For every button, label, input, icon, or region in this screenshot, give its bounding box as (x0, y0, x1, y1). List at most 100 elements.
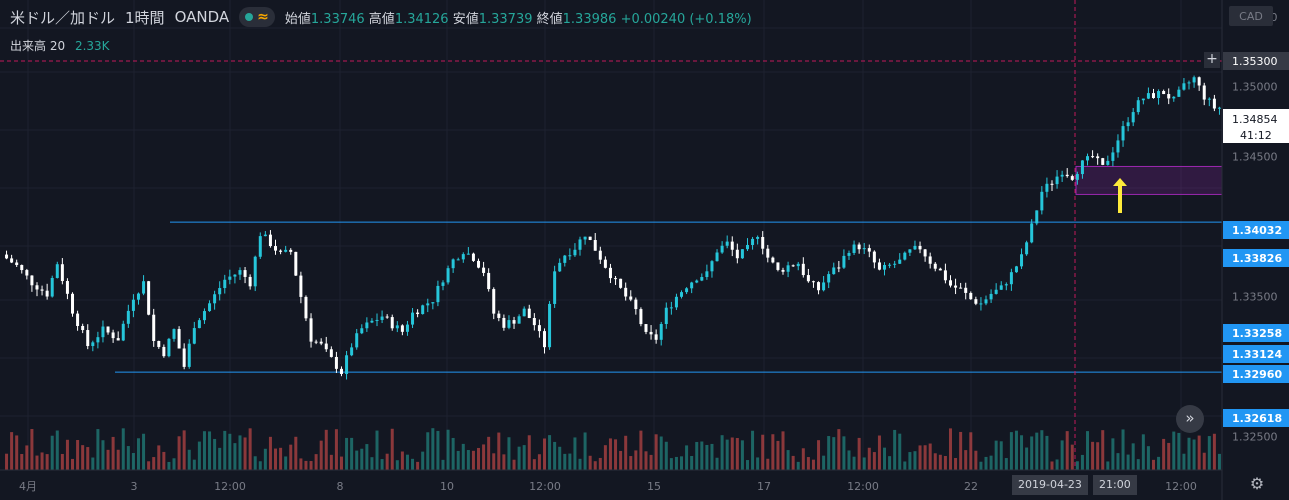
interval-label[interactable]: 1時間 (125, 8, 165, 27)
candle-body (91, 342, 95, 347)
price-marker-box (1223, 249, 1289, 267)
candle-body (624, 287, 628, 297)
candle-body (700, 277, 704, 281)
candle-body (223, 279, 227, 289)
price-tick-label: 1.34500 (1232, 151, 1278, 164)
candle-body (71, 293, 75, 314)
price-tick-label: 1.33500 (1232, 291, 1278, 304)
volume-bar (1035, 432, 1039, 470)
volume-bar (842, 436, 846, 470)
candle-body (421, 305, 425, 315)
candle-body (1045, 183, 1049, 192)
volume-bar (903, 461, 907, 470)
candle-body (842, 255, 846, 268)
candle-body (182, 348, 186, 367)
volume-bar (223, 430, 227, 470)
volume-bar (1070, 444, 1074, 470)
candle-body (888, 264, 892, 266)
volume-bar (10, 432, 14, 470)
volume-bar (197, 441, 201, 470)
volume-bar (45, 454, 49, 470)
candle-body (1030, 223, 1034, 243)
volume-bar (776, 440, 780, 470)
status-dot-icon (245, 13, 254, 21)
volume-bar (735, 438, 739, 470)
candle-body (334, 356, 338, 369)
candle-body (416, 312, 420, 315)
volume-bar (674, 456, 678, 470)
candle-body (30, 275, 34, 286)
volume-bar (71, 458, 75, 470)
candle-body (60, 264, 64, 282)
volume-bar (1172, 431, 1176, 470)
volume-bar (720, 435, 724, 470)
time-tick-label: 12:00 (214, 480, 246, 493)
open-label: 始値 (284, 11, 311, 27)
candle-body (801, 263, 805, 276)
volume-bar (1075, 461, 1079, 470)
volume-bar (263, 448, 267, 470)
volume-bar (466, 450, 470, 470)
plus-icon[interactable]: + (1204, 52, 1220, 68)
candle-body (893, 263, 897, 265)
volume-bar (421, 451, 425, 470)
candle-body (111, 332, 115, 339)
candle-body (1136, 100, 1140, 113)
candle-body (710, 261, 714, 272)
volume-bar (324, 429, 328, 470)
volume-bar (426, 432, 430, 470)
time-tick-label: 12:00 (847, 480, 879, 493)
candle-body (1020, 254, 1024, 267)
volume-bar (441, 459, 445, 470)
candle-body (933, 263, 937, 269)
volume-bar (294, 436, 298, 470)
change-value: +0.00240 (+0.18%) (620, 11, 752, 27)
volume-bar (487, 436, 491, 470)
candle-body (1116, 140, 1120, 153)
candle-body (329, 349, 333, 357)
volume-bar (994, 440, 998, 470)
volume-bar (1111, 438, 1115, 470)
scroll-to-realtime-button[interactable]: » (1176, 405, 1204, 433)
gear-icon[interactable]: ⚙ (1249, 474, 1265, 493)
candle-body (1212, 98, 1216, 109)
volume-bar (101, 440, 105, 470)
candle-body (959, 287, 963, 289)
currency-badge[interactable]: CAD (1229, 6, 1273, 26)
candle-body (989, 293, 993, 300)
time-axis[interactable]: 4月 3 12:00 8 10 12:00 15 17 12:00 22 12:00 (0, 469, 1222, 493)
volume-bar (791, 455, 795, 470)
candle-body (1187, 82, 1191, 84)
volume-bar (933, 453, 937, 470)
volume-bar (923, 445, 927, 470)
volume-bar (55, 430, 59, 470)
candle-body (5, 254, 9, 259)
volume-bar (877, 435, 881, 470)
volume-bar (690, 455, 694, 470)
candle-body (238, 270, 242, 275)
volume-bar (172, 458, 176, 470)
symbol-name[interactable]: 米ドル／加ドル (10, 8, 116, 27)
price-axis[interactable]: 1.355001.350001.345001.335001.325001.353… (1221, 0, 1289, 500)
candle-body (766, 248, 770, 258)
volume-bar (619, 450, 623, 470)
volume-bar (918, 445, 922, 470)
candle-body (649, 331, 653, 335)
candle-body (964, 287, 968, 293)
volume-bar (908, 452, 912, 470)
time-tick-label: 3 (131, 480, 138, 493)
volume-bar (1167, 442, 1171, 470)
volume-legend[interactable]: 出来高 20 2.33K (10, 37, 110, 54)
indicator-toggle-button[interactable]: ≈ (239, 7, 275, 27)
candle-body (1096, 156, 1100, 159)
volume-bar (1091, 441, 1095, 470)
volume-bar (147, 461, 151, 470)
price-marker-box (1223, 365, 1289, 383)
volume-bar (30, 429, 34, 470)
candle-body (908, 249, 912, 253)
volume-bar (786, 450, 790, 470)
volume-bar (817, 440, 821, 470)
candle-body (258, 236, 262, 257)
crosshair (0, 0, 1222, 470)
